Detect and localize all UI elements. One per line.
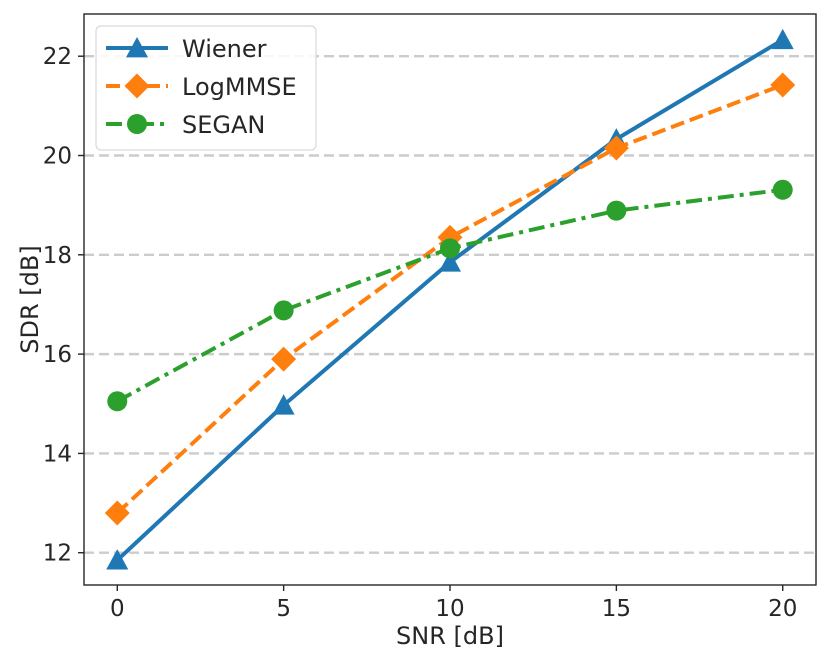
legend-item-logmmse: LogMMSE bbox=[106, 73, 297, 101]
x-axis-ticks: 0 5 10 15 20 bbox=[110, 585, 797, 622]
data-point-logmmse bbox=[603, 135, 629, 161]
data-point-segan bbox=[107, 391, 128, 412]
y-axis-ticks: 12 14 16 18 20 22 bbox=[43, 44, 84, 567]
x-tick-label: 0 bbox=[110, 596, 125, 622]
legend-item-segan: SEGAN bbox=[106, 111, 265, 139]
data-point-segan bbox=[440, 238, 460, 259]
data-point-wiener bbox=[771, 28, 794, 50]
y-tick-label: 12 bbox=[43, 541, 72, 567]
legend-marker-wiener bbox=[126, 37, 148, 58]
y-tick-label: 22 bbox=[43, 44, 72, 70]
legend-label-wiener: Wiener bbox=[182, 35, 267, 63]
data-point-wiener bbox=[272, 394, 295, 415]
data-point-logmmse bbox=[271, 346, 297, 372]
legend: Wiener LogMMSE SEGAN bbox=[95, 25, 317, 151]
x-tick-label: 15 bbox=[602, 596, 631, 622]
data-point-logmmse bbox=[770, 72, 796, 98]
legend-item-wiener: Wiener bbox=[106, 35, 267, 63]
series-line-segan bbox=[116, 187, 783, 404]
data-point-wiener bbox=[106, 549, 129, 570]
x-tick-label: 20 bbox=[768, 596, 797, 622]
data-point-segan bbox=[606, 200, 627, 221]
data-point-wiener bbox=[439, 251, 461, 272]
legend-marker-logmmse bbox=[124, 73, 150, 99]
y-tick-label: 16 bbox=[43, 342, 72, 368]
legend-marker-segan bbox=[127, 114, 147, 134]
series-segan bbox=[107, 179, 793, 412]
x-tick-label: 5 bbox=[276, 596, 291, 622]
data-point-logmmse bbox=[104, 500, 130, 526]
x-tick-label: 10 bbox=[435, 596, 464, 622]
legend-label-logmmse: LogMMSE bbox=[182, 73, 297, 101]
y-axis-label: SDR [dB] bbox=[16, 245, 44, 353]
legend-box bbox=[95, 25, 317, 151]
legend-label-segan: SEGAN bbox=[182, 111, 265, 139]
y-tick-label: 18 bbox=[43, 243, 72, 269]
data-point-segan bbox=[772, 179, 793, 200]
data-point-segan bbox=[273, 300, 294, 321]
x-axis-label: SNR [dB] bbox=[396, 622, 504, 650]
y-tick-label: 14 bbox=[43, 441, 72, 467]
y-tick-label: 20 bbox=[43, 144, 72, 170]
series-layer bbox=[104, 28, 796, 570]
